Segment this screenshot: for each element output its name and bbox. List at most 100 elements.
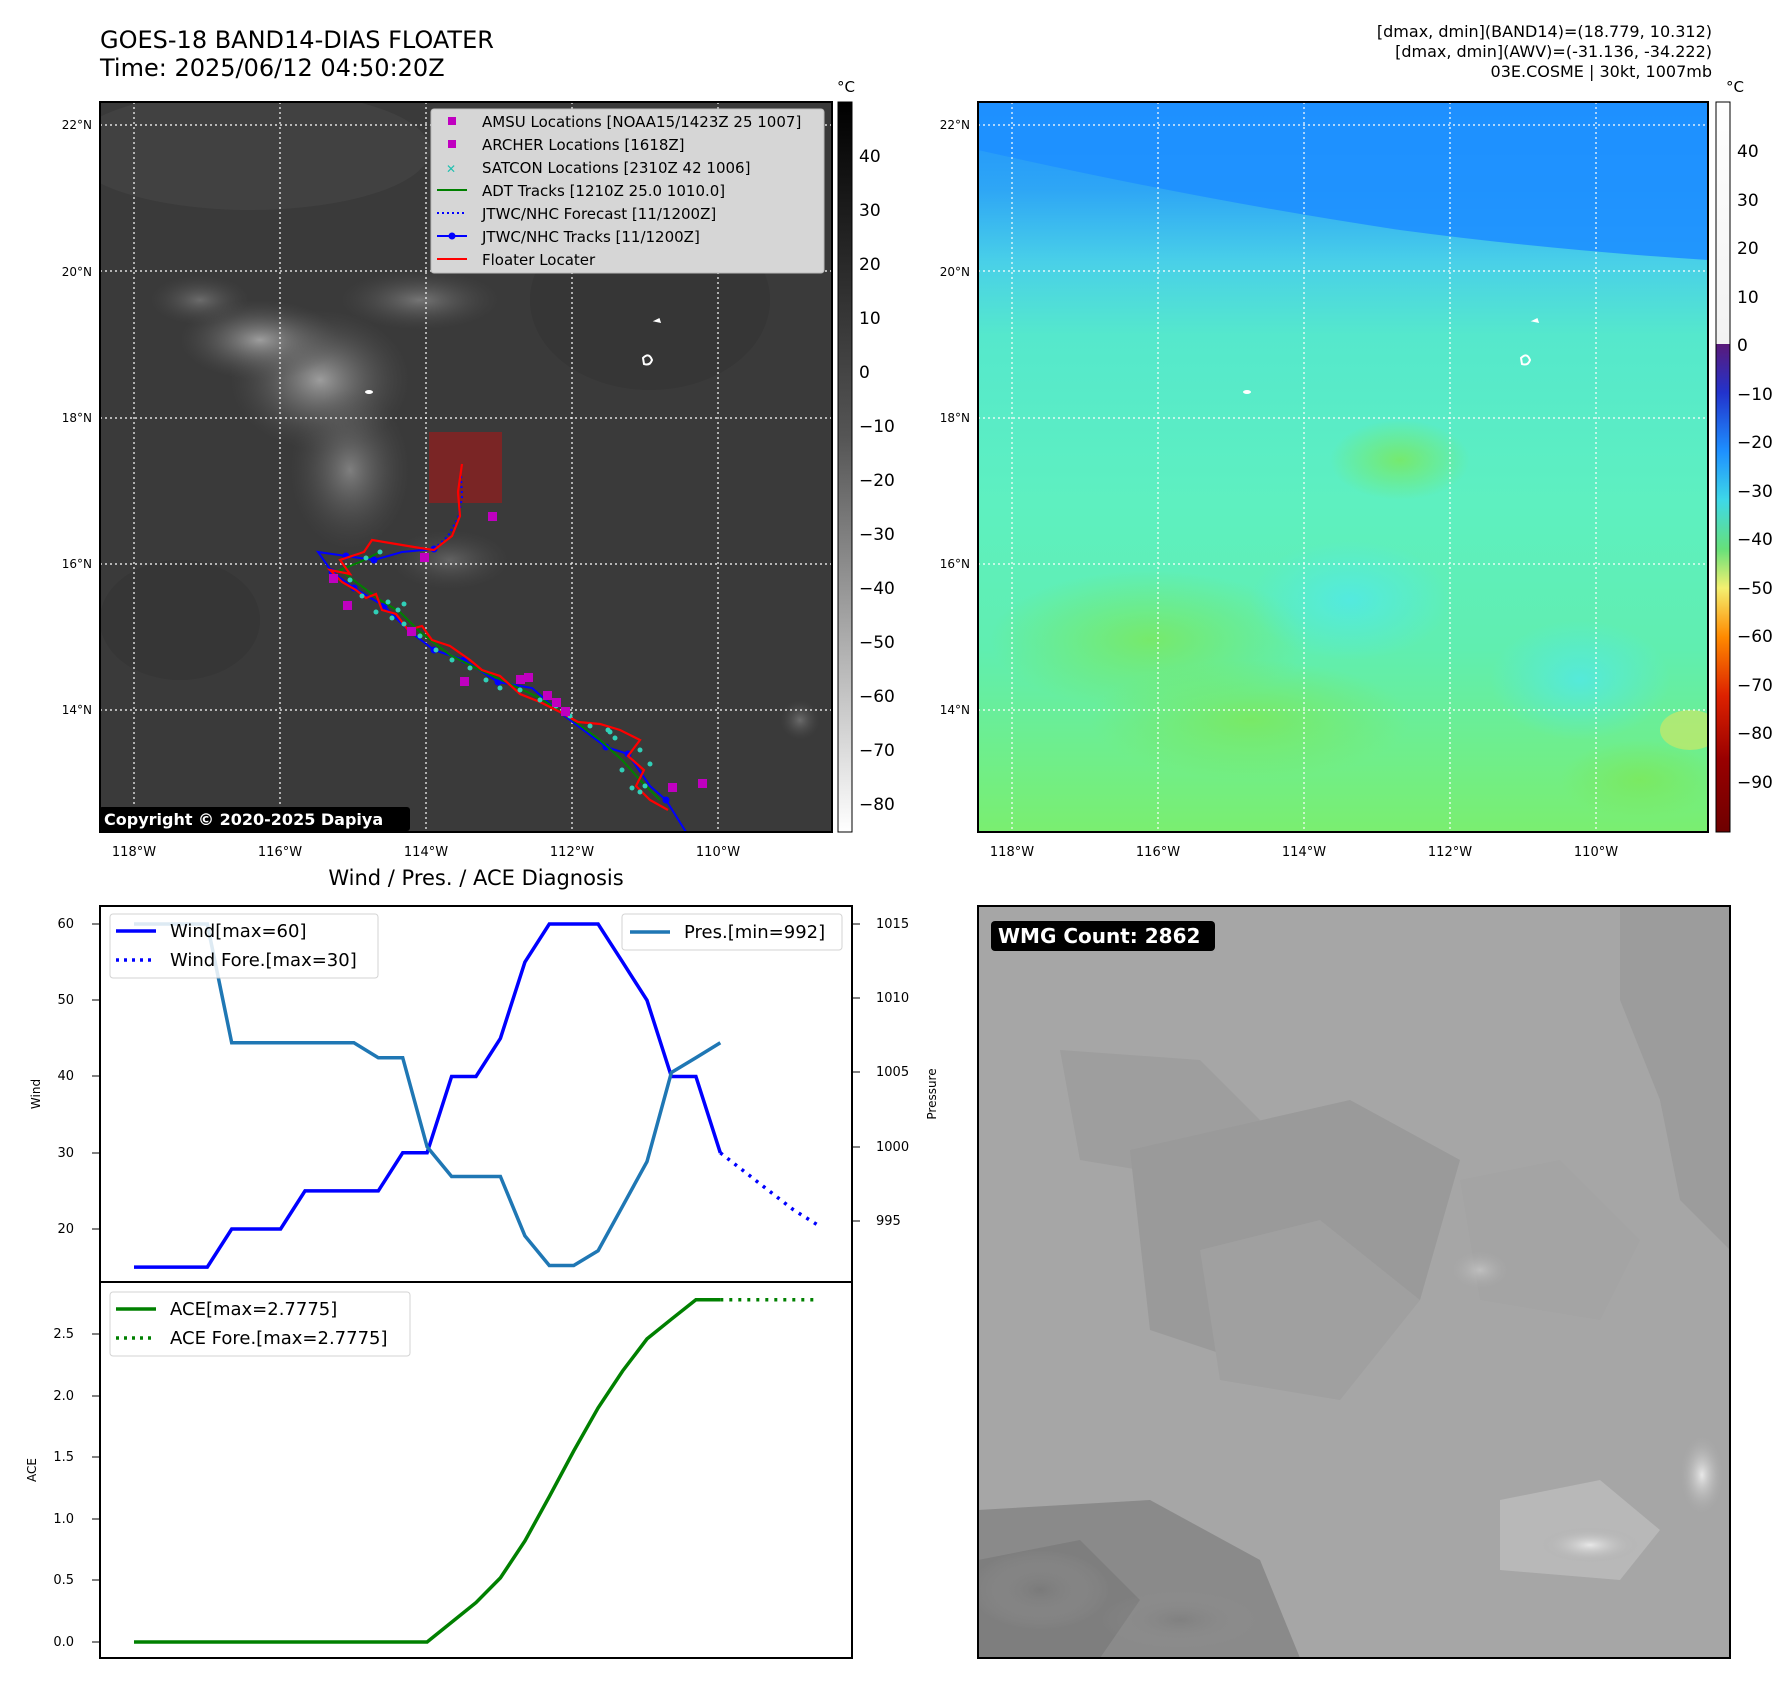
- legend-amsu: AMSU Locations [NOAA15/1423Z 25 1007]: [482, 113, 801, 131]
- svg-text:−10: −10: [859, 417, 895, 437]
- svg-text:−70: −70: [859, 741, 895, 761]
- svg-text:20: 20: [1737, 239, 1759, 259]
- awv-colorbar-lower: [1716, 344, 1730, 832]
- ace-y-tickmarks: [92, 1333, 100, 1643]
- ace-panel: 2.5 2.0 1.5 1.0 0.5 0.0 ACE ACE[max=2.77…: [25, 1281, 853, 1659]
- wind-forecast-series-line: [719, 1151, 819, 1227]
- pres-ylabel: Pressure: [925, 1068, 939, 1119]
- info-line-1: [dmax, dmin](BAND14)=(18.779, 10.312): [1376, 22, 1712, 41]
- wmg-count-label: WMG Count: 2862: [998, 924, 1200, 948]
- svg-text:22°N: 22°N: [940, 118, 970, 132]
- info-line-3: 03E.COSME | 30kt, 1007mb: [1490, 62, 1712, 81]
- svg-text:−80: −80: [859, 795, 895, 815]
- awv-lon-labels: 118°W 116°W 114°W 112°W 110°W: [990, 845, 1618, 860]
- svg-text:20°N: 20°N: [940, 265, 970, 279]
- awv-map-gridlines: [978, 102, 1708, 832]
- wmg-frame: [977, 905, 1731, 1659]
- svg-text:−30: −30: [859, 525, 895, 545]
- svg-text:14°N: 14°N: [62, 703, 92, 717]
- awv-map-panel: 22°N 20°N 18°N 16°N 14°N 118°W 116°W 114…: [940, 78, 1773, 860]
- svg-text:0: 0: [1737, 336, 1748, 356]
- svg-text:18°N: 18°N: [940, 411, 970, 425]
- wind-fore-legend-label: Wind Fore.[max=30]: [170, 950, 357, 971]
- wind-legend-label: Wind[max=60]: [170, 921, 307, 942]
- svg-text:116°W: 116°W: [258, 845, 302, 860]
- svg-text:−60: −60: [1737, 627, 1773, 647]
- svg-text:114°W: 114°W: [1282, 845, 1326, 860]
- ir-cloud-field: [100, 102, 820, 740]
- info-block: [dmax, dmin](BAND14)=(18.779, 10.312) [d…: [1377, 22, 1712, 82]
- pres-tick: 1015: [876, 917, 909, 932]
- svg-text:−40: −40: [859, 579, 895, 599]
- ace-tick: 1.0: [53, 1512, 74, 1527]
- copyright-text: Copyright © 2020-2025 Dapiya: [104, 810, 383, 829]
- satcon-points: [347, 549, 653, 795]
- svg-text:−50: −50: [859, 633, 895, 653]
- pres-tick: 1010: [876, 991, 909, 1006]
- ir-map-panel: ✕ AMSU Locations [NOAA15/1423Z 25 1007] …: [62, 78, 895, 860]
- ir-colorbar: [837, 101, 853, 833]
- island-san-benedicto: [652, 317, 662, 323]
- legend-archer: ARCHER Locations [1618Z]: [482, 136, 685, 154]
- map-legend: ✕ AMSU Locations [NOAA15/1423Z 25 1007] …: [430, 108, 825, 274]
- legend-floater: Floater Locater: [482, 251, 596, 269]
- wind-series-line: [134, 922, 722, 1269]
- ir-lat-labels: 22°N 20°N 18°N 16°N 14°N: [62, 118, 92, 717]
- svg-text:−20: −20: [859, 471, 895, 491]
- pres-tick: 1005: [876, 1065, 909, 1080]
- info-line-2: [dmax, dmin](AWV)=(-31.136, -34.222): [1395, 42, 1712, 61]
- svg-text:−50: −50: [1737, 579, 1773, 599]
- ace-tick: 0.0: [53, 1635, 74, 1650]
- wmg-texture: [978, 906, 1730, 1658]
- svg-text:20°N: 20°N: [62, 265, 92, 279]
- svg-text:−10: −10: [1737, 385, 1773, 405]
- ace-tick: 0.5: [53, 1573, 74, 1588]
- svg-text:20: 20: [859, 255, 881, 275]
- ir-colorbar-ticks: 40 30 20 10 0 −10 −20 −30 −40 −50 −60 −7…: [859, 147, 895, 815]
- awv-colorbar-ticks: 40 30 20 10 0 −10 −20 −30 −40 −50 −60 −7…: [1737, 142, 1773, 793]
- svg-text:30: 30: [1737, 191, 1759, 211]
- ace-legend: ACE[max=2.7775] ACE Fore.[max=2.7775]: [109, 1291, 411, 1357]
- wmg-count-box: [991, 921, 1215, 951]
- storm-tracks: [315, 463, 707, 832]
- wind-tick: 60: [57, 917, 74, 932]
- svg-text:118°W: 118°W: [990, 845, 1034, 860]
- ace-ylabel: ACE: [25, 1458, 39, 1482]
- svg-text:116°W: 116°W: [1136, 845, 1180, 860]
- wind-series-group: [134, 922, 819, 1269]
- svg-text:10: 10: [1737, 288, 1759, 308]
- legend-adt: ADT Tracks [1210Z 25.0 1010.0]: [482, 182, 725, 200]
- svg-text:−30: −30: [1737, 482, 1773, 502]
- svg-text:40: 40: [1737, 142, 1759, 162]
- awv-island-socorro: [1519, 354, 1532, 366]
- pres-legend: Pres.[min=992]: [621, 913, 843, 951]
- chart-title: GOES-18 BAND14-DIAS FLOATER Time: 2025/0…: [100, 26, 494, 82]
- ir-colorbar-unit: °C: [837, 78, 855, 96]
- legend-satcon: SATCON Locations [2310Z 42 1006]: [482, 159, 750, 177]
- ace-fore-legend-label: ACE Fore.[max=2.7775]: [170, 1328, 388, 1349]
- svg-text:114°W: 114°W: [404, 845, 448, 860]
- wind-pressure-panel: 60 50 40 30 20 1015 1010 1005 1000 995 W…: [29, 905, 939, 1283]
- svg-text:110°W: 110°W: [696, 845, 740, 860]
- svg-text:110°W: 110°W: [1574, 845, 1618, 860]
- svg-text:22°N: 22°N: [62, 118, 92, 132]
- svg-text:112°W: 112°W: [550, 845, 594, 860]
- pres-y-ticks: 1015 1010 1005 1000 995: [876, 917, 909, 1229]
- wind-tick: 20: [57, 1222, 74, 1237]
- svg-text:−90: −90: [1737, 773, 1773, 793]
- island-clarion: [365, 390, 373, 394]
- wind-tick: 50: [57, 993, 74, 1008]
- ace-tick: 2.0: [53, 1389, 74, 1404]
- awv-island-san-benedicto: [1530, 317, 1540, 323]
- svg-text:−20: −20: [1737, 433, 1773, 453]
- svg-text:118°W: 118°W: [112, 845, 156, 860]
- wind-y-tickmarks: [92, 923, 860, 1230]
- ace-y-ticks: 2.5 2.0 1.5 1.0 0.5 0.0: [53, 1327, 74, 1650]
- svg-text:112°W: 112°W: [1428, 845, 1472, 860]
- wind-legend: Wind[max=60] Wind Fore.[max=30]: [109, 913, 379, 979]
- wind-ylabel: Wind: [29, 1079, 43, 1109]
- pressure-series-group: [134, 922, 722, 1268]
- floater-box: [429, 432, 502, 503]
- svg-text:−40: −40: [1737, 530, 1773, 550]
